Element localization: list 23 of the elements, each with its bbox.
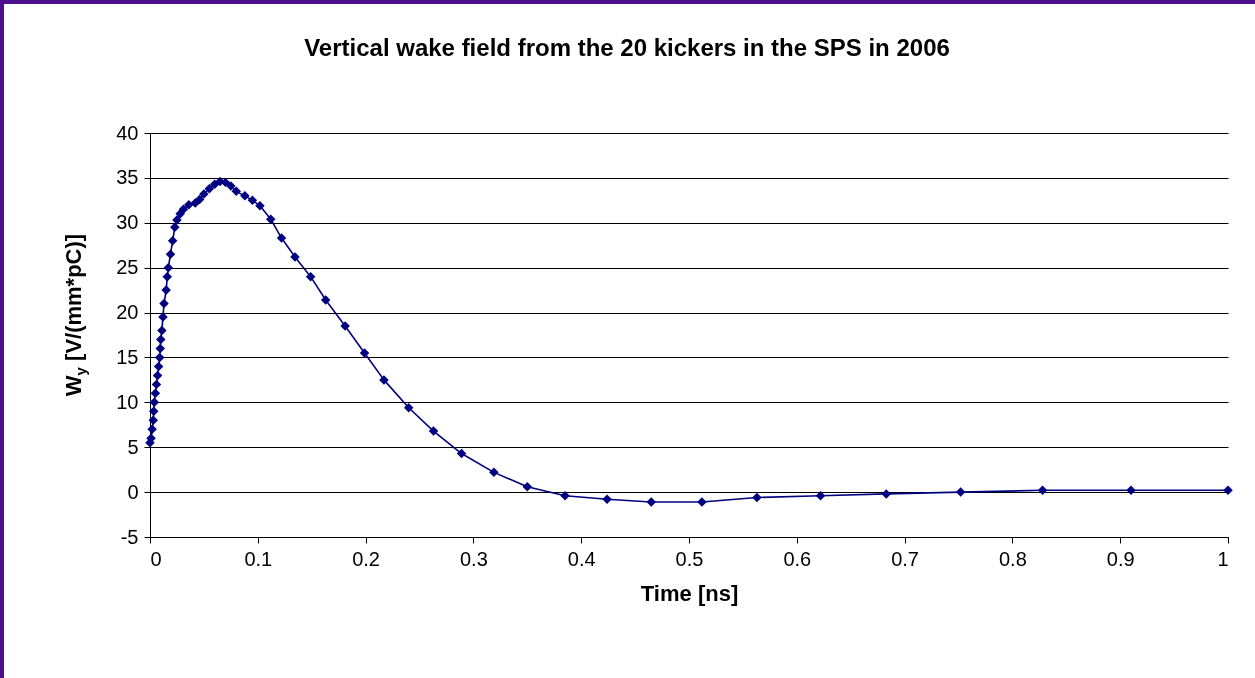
x-tick-label: 0: [150, 547, 162, 570]
x-tick-label: 0.7: [891, 547, 920, 570]
x-tick-label: 0.8: [998, 547, 1027, 570]
y-tick-label: 35: [116, 166, 139, 189]
y-tick-label: 40: [116, 121, 139, 144]
y-tick-label: 30: [116, 211, 139, 234]
x-tick-label: 0.1: [244, 547, 273, 570]
y-tick-label: 20: [116, 301, 139, 324]
y-tick-label: -5: [120, 525, 139, 548]
y-tick-label: 0: [127, 480, 139, 503]
y-tick-label: 15: [116, 345, 139, 368]
x-tick-label: 0.6: [783, 547, 812, 570]
y-tick-label: 10: [116, 390, 139, 413]
x-tick-label: 0.9: [1106, 547, 1135, 570]
x-axis-title: Time [ns]: [640, 580, 739, 606]
x-tick-label: 0.4: [567, 547, 596, 570]
y-tick-label: 25: [116, 256, 139, 279]
x-tick-label: 0.3: [459, 547, 488, 570]
x-tick-label: 1: [1217, 547, 1229, 570]
y-tick-label: 5: [127, 435, 139, 458]
x-tick-label: 0.2: [352, 547, 381, 570]
x-tick-label: 0.5: [675, 547, 704, 570]
chart-title: Vertical wake field from the 20 kickers in the SPS in 2006: [304, 34, 950, 61]
